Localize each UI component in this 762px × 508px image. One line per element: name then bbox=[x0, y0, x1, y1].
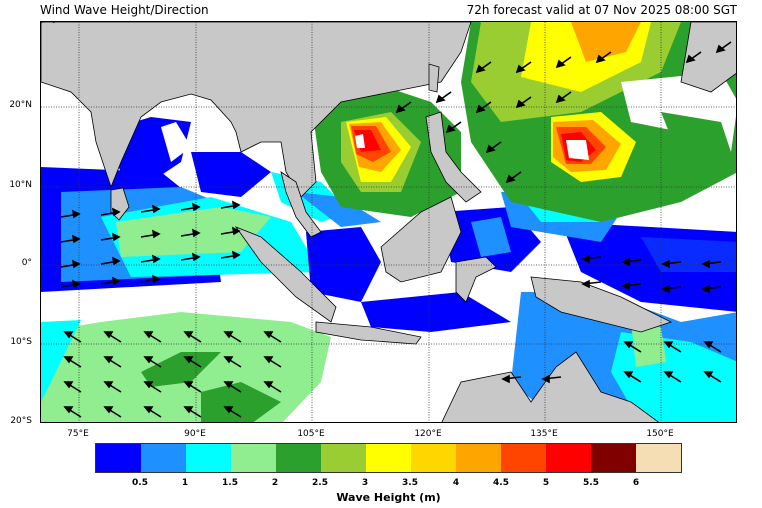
lat-label-20s: 20°S bbox=[10, 416, 32, 426]
colorbar-tick: 2.5 bbox=[312, 478, 328, 488]
wave-height-map bbox=[40, 21, 737, 423]
colorbar-segment bbox=[321, 444, 366, 472]
map-canvas bbox=[41, 22, 736, 422]
colorbar-tick: 3 bbox=[361, 478, 369, 488]
colorbar bbox=[95, 443, 682, 473]
lat-label-10s: 10°S bbox=[10, 337, 32, 347]
colorbar-segment bbox=[501, 444, 546, 472]
lat-label-0: 0° bbox=[21, 258, 32, 268]
colorbar-tick: 1 bbox=[181, 478, 189, 488]
colorbar-tick: 1.5 bbox=[222, 478, 238, 488]
colorbar-segment bbox=[186, 444, 231, 472]
colorbar-segment bbox=[96, 444, 141, 472]
lat-label-10n: 10°N bbox=[9, 180, 32, 190]
lon-label-150e: 150°E bbox=[646, 429, 674, 439]
colorbar-tick: 2 bbox=[271, 478, 279, 488]
colorbar-segment bbox=[456, 444, 501, 472]
colorbar-segment bbox=[636, 444, 681, 472]
colorbar-tick: 0.5 bbox=[132, 478, 148, 488]
colorbar-segment bbox=[141, 444, 186, 472]
colorbar-segment bbox=[546, 444, 591, 472]
lon-label-90e: 90°E bbox=[184, 429, 206, 439]
colorbar-label: Wave Height (m) bbox=[336, 491, 441, 504]
lat-label-20n: 20°N bbox=[9, 100, 32, 110]
colorbar-segment bbox=[366, 444, 411, 472]
colorbar-segment bbox=[231, 444, 276, 472]
colorbar-tick: 4.5 bbox=[493, 478, 509, 488]
lon-label-75e: 75°E bbox=[67, 429, 89, 439]
lon-label-105e: 105°E bbox=[297, 429, 325, 439]
colorbar-segment bbox=[591, 444, 636, 472]
colorbar-segment bbox=[411, 444, 456, 472]
chart-title: Wind Wave Height/Direction bbox=[40, 3, 209, 17]
colorbar-tick: 3.5 bbox=[402, 478, 418, 488]
colorbar-tick: 6 bbox=[632, 478, 640, 488]
lon-label-120e: 120°E bbox=[414, 429, 442, 439]
colorbar-segment bbox=[276, 444, 321, 472]
lon-label-135e: 135°E bbox=[530, 429, 558, 439]
colorbar-tick: 5 bbox=[542, 478, 550, 488]
colorbar-tick: 4 bbox=[452, 478, 460, 488]
colorbar-tick: 5.5 bbox=[583, 478, 599, 488]
forecast-valid-time: 72h forecast valid at 07 Nov 2025 08:00 … bbox=[466, 3, 737, 17]
